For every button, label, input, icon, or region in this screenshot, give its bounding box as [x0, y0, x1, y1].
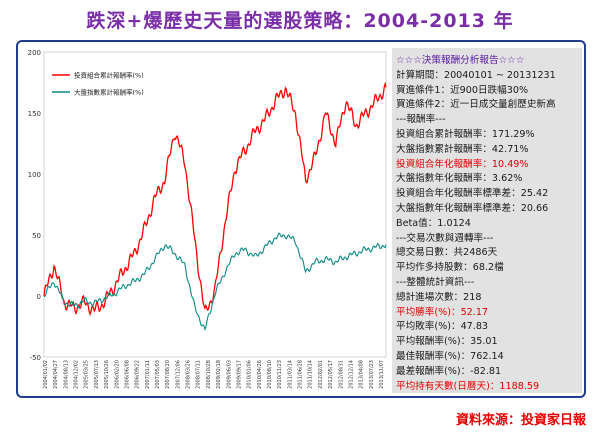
x-tick-label: 2012/08/31: [338, 360, 344, 389]
x-tick-label: 2010/08/10: [267, 360, 273, 389]
x-tick-label: 2011/03/14: [287, 360, 293, 389]
x-tick-label: 2007/01/11: [145, 360, 151, 389]
report-row: 平均勝率(%)：52.17: [396, 306, 489, 318]
x-tick-label: 2011/10/14: [308, 360, 314, 389]
y-tick-label: -50: [30, 354, 41, 362]
x-tick-label: 2009/06/03: [226, 360, 232, 389]
x-tick-label: 2007/05/03: [155, 360, 161, 389]
report-row: 最差報酬率(%)：-82.81: [396, 365, 502, 377]
report-row: 投資組合累計報酬率：171.29%: [396, 129, 535, 140]
report-row: 平均作多持股數：68.2檔: [396, 262, 504, 274]
y-tick-label: 0: [37, 293, 41, 301]
y-axis: -50 0 50 100 150 200: [28, 49, 41, 362]
x-tick-label: 2013/04/08: [359, 360, 365, 389]
x-tick-label: 2004/04/27: [53, 360, 59, 389]
report-row: 投資組合年化報酬率標準差：25.42: [396, 188, 549, 200]
report-row: 平均持有天數(日曆天)：1188.59: [396, 380, 540, 392]
series-group: [43, 81, 387, 332]
x-tick-label: 2004/08/13: [63, 360, 69, 389]
x-tick-label: 2005/07/13: [94, 360, 100, 389]
report-row: 買進條件1：近900日跌幅30%: [396, 84, 529, 96]
x-tick-label: 2008/07/11: [196, 360, 202, 389]
report-row: 大盤指數年化報酬率標準差：20.66: [396, 203, 549, 214]
y-tick-label: 150: [28, 110, 41, 118]
x-tick-label: 2006/06/08: [124, 360, 130, 389]
report-row: 最佳報酬率(%)：762.14: [396, 351, 504, 362]
report-row: 投資組合年化報酬率：10.49%: [396, 158, 529, 170]
report-row: 大盤指數累計報酬率：42.71%: [396, 143, 529, 155]
report-row: ---整體統計資訊---: [396, 277, 475, 288]
y-tick-label: 50: [32, 232, 41, 240]
x-tick-label: 2005/03/25: [84, 360, 90, 389]
report-row: ---報酬率---: [396, 114, 446, 126]
legend: 投資組合累計報酬率(%) 大盤指數累計報酬率(%): [52, 71, 144, 97]
x-tick-label: 2013/11/07: [379, 360, 385, 389]
report-row: 計算期間：20040101 ~ 20131231: [396, 69, 556, 81]
legend-label: 投資組合累計報酬率(%): [74, 71, 144, 80]
series-line-index: [44, 232, 387, 332]
x-tick-label: 2008/03/26: [186, 360, 192, 389]
x-tick-label: 2007/12/06: [175, 360, 181, 389]
x-tick-label: 2004/12/02: [74, 360, 80, 389]
page-title: 跌深+爆歷史天量的選股策略：2004-2013 年: [86, 10, 514, 32]
plot-area: [43, 51, 387, 358]
x-tick-label: 2010/04/26: [257, 360, 263, 389]
x-tick-label: 2012/02/01: [318, 360, 324, 389]
x-tick-label: 2011/06/28: [298, 360, 304, 389]
report-row: 總交易日數：共2486天: [396, 247, 498, 259]
legend-label: 大盤指數累計報酬率(%): [74, 88, 144, 97]
x-tick-label: 2007/08/20: [165, 360, 171, 389]
x-tick-label: 2010/11/23: [277, 360, 283, 389]
x-tick-label: 2009/02/18: [216, 360, 222, 389]
report-row: 平均報酬率(%)：35.01: [396, 336, 498, 348]
source-note: 資料來源：投資家日報: [455, 413, 586, 428]
report-row: 買進條件2：近一日成交量創歷史新高: [396, 99, 556, 111]
report-row: 總計進場次數：218: [396, 291, 482, 303]
report-row: ☆☆☆決策報酬分析報告☆☆☆: [396, 55, 525, 66]
x-tick-label: 2006/02/20: [114, 360, 120, 389]
x-tick-label: 2005/10/26: [104, 360, 110, 389]
x-tick-label: 2009/09/17: [236, 360, 242, 389]
y-tick-label: 100: [28, 171, 41, 179]
x-axis: 2004/01/02 2004/04/27 2004/08/13 2004/12/02…: [43, 360, 385, 389]
report-panel: ☆☆☆決策報酬分析報告☆☆☆ 計算期間：20040101 ~ 20131231 買進…: [392, 48, 582, 393]
series-line-portfolio: [43, 81, 387, 317]
x-tick-label: 2004/01/02: [43, 360, 49, 389]
report-row: ---交易次數與週轉率---: [396, 232, 494, 244]
x-tick-label: 2006/09/22: [135, 360, 141, 389]
y-tick-label: 200: [28, 49, 41, 57]
x-tick-label: 2010/01/06: [247, 360, 253, 389]
x-tick-label: 2012/05/17: [328, 360, 334, 389]
report-row: 大盤指數年化報酬率：3.62%: [396, 173, 523, 185]
report-row: Beta值：1.0124: [396, 217, 471, 229]
x-tick-label: 2013/07/23: [369, 360, 375, 389]
x-tick-label: 2008/10/28: [206, 360, 212, 389]
report-row: 平均敗率(%)：47.83: [396, 321, 489, 333]
x-tick-label: 2012/12/14: [348, 360, 354, 389]
